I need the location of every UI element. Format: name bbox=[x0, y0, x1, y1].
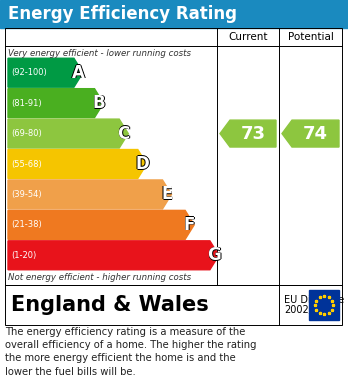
Text: Potential: Potential bbox=[287, 32, 333, 42]
Bar bbox=[5, 285, 342, 325]
Text: E: E bbox=[161, 185, 173, 203]
Text: B: B bbox=[93, 94, 105, 112]
Polygon shape bbox=[282, 120, 339, 147]
Text: F: F bbox=[184, 215, 195, 233]
Bar bbox=[309, 290, 339, 320]
Text: E: E bbox=[161, 185, 172, 203]
Text: B: B bbox=[93, 93, 105, 111]
Polygon shape bbox=[8, 210, 194, 239]
Text: F: F bbox=[184, 217, 195, 235]
Text: G: G bbox=[207, 246, 221, 264]
Text: F: F bbox=[184, 216, 196, 234]
Polygon shape bbox=[8, 241, 219, 270]
Polygon shape bbox=[8, 119, 128, 148]
Text: A: A bbox=[72, 64, 85, 83]
Text: Current: Current bbox=[228, 32, 268, 42]
Bar bbox=[5, 28, 342, 285]
Text: C: C bbox=[118, 125, 130, 143]
Polygon shape bbox=[220, 120, 276, 147]
Text: F: F bbox=[183, 216, 195, 234]
Polygon shape bbox=[8, 89, 103, 118]
Polygon shape bbox=[8, 149, 147, 178]
Polygon shape bbox=[8, 58, 83, 87]
Text: F: F bbox=[184, 216, 195, 234]
Text: England & Wales: England & Wales bbox=[11, 295, 209, 315]
Bar bbox=[0, 0, 348, 28]
Text: EU Directive: EU Directive bbox=[284, 295, 344, 305]
Text: B: B bbox=[93, 94, 106, 112]
Text: C: C bbox=[118, 125, 130, 143]
Text: E: E bbox=[161, 185, 173, 203]
Text: C: C bbox=[118, 124, 130, 142]
Text: (55-68): (55-68) bbox=[11, 160, 42, 169]
Text: Energy Efficiency Rating: Energy Efficiency Rating bbox=[8, 5, 237, 23]
Text: A: A bbox=[71, 64, 84, 82]
Polygon shape bbox=[8, 180, 172, 209]
Text: Not energy efficient - higher running costs: Not energy efficient - higher running co… bbox=[8, 273, 191, 282]
Text: B: B bbox=[93, 95, 105, 113]
Text: G: G bbox=[207, 246, 221, 264]
Text: C: C bbox=[118, 125, 130, 143]
Text: D: D bbox=[135, 155, 149, 173]
Text: E: E bbox=[161, 186, 173, 204]
Text: B: B bbox=[92, 94, 105, 112]
Text: (39-54): (39-54) bbox=[11, 190, 42, 199]
Text: D: D bbox=[135, 154, 149, 172]
Text: A: A bbox=[73, 64, 86, 82]
Text: E: E bbox=[162, 185, 173, 203]
Text: 73: 73 bbox=[240, 125, 266, 143]
Text: G: G bbox=[207, 246, 221, 264]
Text: 2002/91/EC: 2002/91/EC bbox=[284, 305, 340, 315]
Text: Very energy efficient - lower running costs: Very energy efficient - lower running co… bbox=[8, 49, 191, 58]
Text: D: D bbox=[136, 155, 150, 173]
Text: (92-100): (92-100) bbox=[11, 68, 47, 77]
Text: A: A bbox=[72, 63, 85, 81]
Text: (21-38): (21-38) bbox=[11, 221, 42, 230]
Text: C: C bbox=[117, 125, 129, 143]
Text: (81-91): (81-91) bbox=[11, 99, 42, 108]
Text: G: G bbox=[207, 247, 221, 265]
Text: D: D bbox=[135, 156, 149, 174]
Text: D: D bbox=[135, 155, 149, 173]
Text: 74: 74 bbox=[303, 125, 328, 143]
Text: (1-20): (1-20) bbox=[11, 251, 36, 260]
Text: The energy efficiency rating is a measure of the
overall efficiency of a home. T: The energy efficiency rating is a measur… bbox=[5, 327, 256, 377]
Text: G: G bbox=[208, 246, 222, 264]
Text: A: A bbox=[72, 64, 85, 82]
Text: (69-80): (69-80) bbox=[11, 129, 42, 138]
